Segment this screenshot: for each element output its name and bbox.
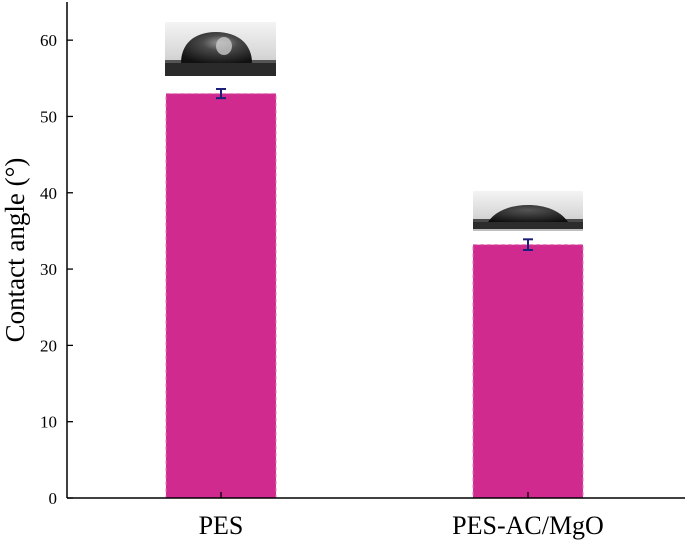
y-tick-label: 60 bbox=[40, 31, 57, 50]
y-ticks: 0 10 20 30 40 50 60 bbox=[40, 31, 73, 508]
bar-pes bbox=[165, 93, 277, 499]
error-bars-layer bbox=[216, 87, 533, 251]
x-tick-label: PES bbox=[199, 511, 244, 540]
droplet-photo-pes-ac-mgo bbox=[473, 191, 583, 231]
y-tick-label: 50 bbox=[40, 107, 57, 126]
error-bar-pes-ac-mgo bbox=[523, 238, 533, 251]
y-tick-label: 0 bbox=[49, 489, 58, 508]
x-ticks: PES PES-AC/MgO bbox=[199, 492, 604, 540]
droplet-photo-pes bbox=[165, 22, 276, 76]
y-tick-label: 10 bbox=[40, 413, 57, 432]
bar-pes-ac-mgo bbox=[472, 244, 584, 499]
y-tick-label: 30 bbox=[40, 260, 57, 279]
bars-layer bbox=[165, 93, 584, 499]
y-axis-label: Contact angle (°) bbox=[0, 158, 30, 343]
y-tick-label: 20 bbox=[40, 336, 57, 355]
x-tick-label: PES-AC/MgO bbox=[452, 511, 604, 540]
error-bar-pes bbox=[216, 87, 226, 100]
y-tick-label: 40 bbox=[40, 184, 57, 203]
